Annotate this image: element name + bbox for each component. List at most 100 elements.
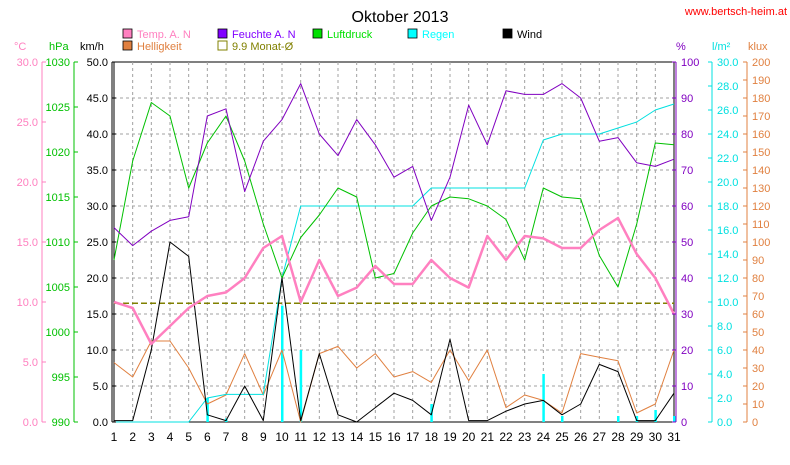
humidity-axis-tick-label: 20 <box>681 345 693 357</box>
legend-swatch <box>122 28 133 39</box>
wind-axis-tick-label: 5.0 <box>93 381 108 393</box>
rain-bar <box>299 350 303 422</box>
humidity-axis-tick-label: 70 <box>681 165 693 177</box>
temp-axis-tick-label: 5.0 <box>23 357 38 369</box>
light-axis-tick-label: 180 <box>752 93 770 105</box>
legend-swatch <box>312 28 323 39</box>
light-axis-unit: klux <box>748 41 768 53</box>
legend-label: Feuchte A. N <box>232 29 296 41</box>
rain-axis-tick-label: 2.0 <box>717 393 732 405</box>
wind-axis-tick-label: 25.0 <box>87 237 108 249</box>
x-tick-label: 7 <box>223 430 230 444</box>
temp-axis-unit: °C <box>14 41 26 53</box>
x-tick-label: 9 <box>260 430 267 444</box>
wind-axis-tick-label: 50.0 <box>87 57 108 69</box>
legend-swatch <box>122 40 133 51</box>
humidity-axis-tick-label: 80 <box>681 129 693 141</box>
light-axis-tick-label: 140 <box>752 165 770 177</box>
rain-axis-tick-label: 30.0 <box>717 57 738 69</box>
x-tick-label: 18 <box>425 430 439 444</box>
x-tick-label: 28 <box>611 430 625 444</box>
series-line-wind <box>114 241 675 423</box>
x-tick-label: 26 <box>574 430 588 444</box>
humidity-axis-tick-label: 10 <box>681 381 693 393</box>
x-tick-label: 11 <box>294 430 307 444</box>
rain-bar <box>542 374 545 422</box>
wind-axis-tick-label: 0.0 <box>93 417 108 429</box>
pressure-axis-unit: hPa <box>49 41 69 53</box>
x-tick-label: 22 <box>499 430 513 444</box>
wind-axis-tick-label: 20.0 <box>87 273 108 285</box>
rain-bar <box>281 305 284 422</box>
light-axis-tick-label: 160 <box>752 129 770 141</box>
rain-axis-tick-label: 28.0 <box>717 81 738 93</box>
x-tick-label: 25 <box>555 430 569 444</box>
rain-axis-unit: l/m² <box>712 41 731 53</box>
rain-bar <box>617 416 620 422</box>
x-tick-label: 1 <box>111 430 118 444</box>
rain-bar <box>635 416 639 422</box>
series-line-temp-a-n <box>113 216 676 346</box>
humidity-axis-tick-label: 0 <box>681 417 687 429</box>
light-axis-tick-label: 170 <box>752 111 770 123</box>
legend-swatch <box>502 28 513 39</box>
x-tick-label: 5 <box>185 430 192 444</box>
humidity-axis-tick-label: 60 <box>681 201 693 213</box>
rain-axis-tick-label: 20.0 <box>717 177 738 189</box>
pressure-axis-tick-label: 1025 <box>46 102 70 114</box>
pressure-axis-tick-label: 1030 <box>46 57 70 69</box>
x-tick-label: 2 <box>129 430 136 444</box>
x-tick-label: 4 <box>167 430 174 444</box>
light-axis-tick-label: 70 <box>752 291 764 303</box>
temp-axis-tick-label: 25.0 <box>17 117 38 129</box>
pressure-axis-tick-label: 1010 <box>46 237 70 249</box>
rain-bar <box>561 416 564 422</box>
wind-axis-unit: km/h <box>80 41 104 53</box>
legend-swatch <box>217 28 228 39</box>
rain-axis-tick-label: 22.0 <box>717 153 738 165</box>
x-tick-label: 23 <box>518 430 532 444</box>
rain-bar <box>206 398 209 422</box>
x-tick-label: 27 <box>593 430 607 444</box>
rain-axis-tick-label: 18.0 <box>717 201 738 213</box>
x-tick-label: 24 <box>537 430 551 444</box>
pressure-axis-tick-label: 990 <box>52 417 70 429</box>
humidity-axis-tick-label: 90 <box>681 93 693 105</box>
wind-axis-tick-label: 10.0 <box>87 345 108 357</box>
rain-bar <box>654 410 657 422</box>
wind-axis-tick-label: 15.0 <box>87 309 108 321</box>
x-tick-label: 16 <box>387 430 401 444</box>
light-axis-tick-label: 30 <box>752 363 764 375</box>
x-tick-label: 3 <box>148 430 155 444</box>
x-tick-label: 12 <box>313 430 327 444</box>
light-axis-tick-label: 110 <box>752 219 770 231</box>
x-tick-label: 31 <box>667 430 681 444</box>
wind-axis-tick-label: 35.0 <box>87 165 108 177</box>
wind-axis-tick-label: 40.0 <box>87 129 108 141</box>
temp-axis-tick-label: 30.0 <box>17 57 38 69</box>
light-axis-tick-label: 150 <box>752 147 770 159</box>
rain-axis-tick-label: 4.0 <box>717 369 732 381</box>
light-axis-tick-label: 100 <box>752 237 770 249</box>
temp-axis-tick-label: 10.0 <box>17 297 38 309</box>
x-tick-label: 8 <box>241 430 248 444</box>
legend-label: Luftdruck <box>327 29 373 41</box>
temp-axis-tick-label: 20.0 <box>17 177 38 189</box>
rain-axis-tick-label: 6.0 <box>717 345 732 357</box>
rain-axis-tick-label: 8.0 <box>717 321 732 333</box>
light-axis-tick-label: 20 <box>752 381 764 393</box>
series-line-luftdruck <box>113 102 675 288</box>
legend-swatch-outline <box>217 40 228 51</box>
chart-title: Oktober 2013 <box>352 9 449 26</box>
pressure-axis-tick-label: 1015 <box>46 192 70 204</box>
x-tick-label: 20 <box>462 430 476 444</box>
temp-axis-tick-label: 15.0 <box>17 237 38 249</box>
x-tick-label: 10 <box>275 430 289 444</box>
rain-axis-tick-label: 0.0 <box>717 417 732 429</box>
x-tick-label: 17 <box>406 430 420 444</box>
series-line-feuchte-a-n <box>113 83 675 247</box>
x-tick-label: 14 <box>350 430 364 444</box>
humidity-axis-tick-label: 40 <box>681 273 693 285</box>
series-line-regen <box>114 103 675 423</box>
rain-bar <box>673 416 676 422</box>
